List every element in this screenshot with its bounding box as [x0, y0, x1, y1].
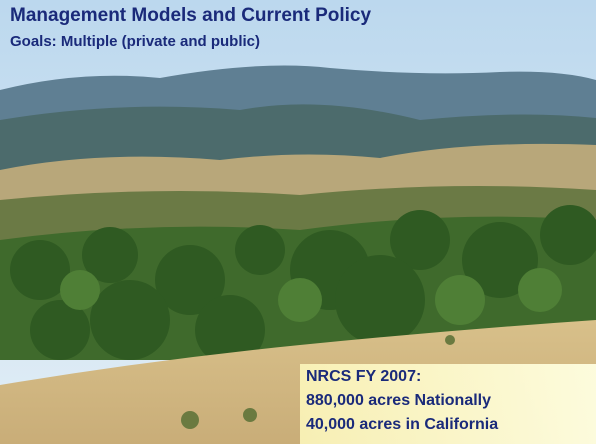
callout-line: NRCS FY 2007: — [306, 368, 421, 386]
slide: Management Models and Current Policy Goa… — [0, 0, 596, 444]
slide-subtitle: Goals: Multiple (private and public) — [10, 33, 260, 50]
callout-line: 40,000 acres in California — [306, 416, 498, 434]
callout-box: NRCS FY 2007: 880,000 acres Nationally 4… — [300, 364, 596, 444]
slide-title: Management Models and Current Policy — [10, 5, 371, 27]
callout-line: 880,000 acres Nationally — [306, 392, 491, 410]
